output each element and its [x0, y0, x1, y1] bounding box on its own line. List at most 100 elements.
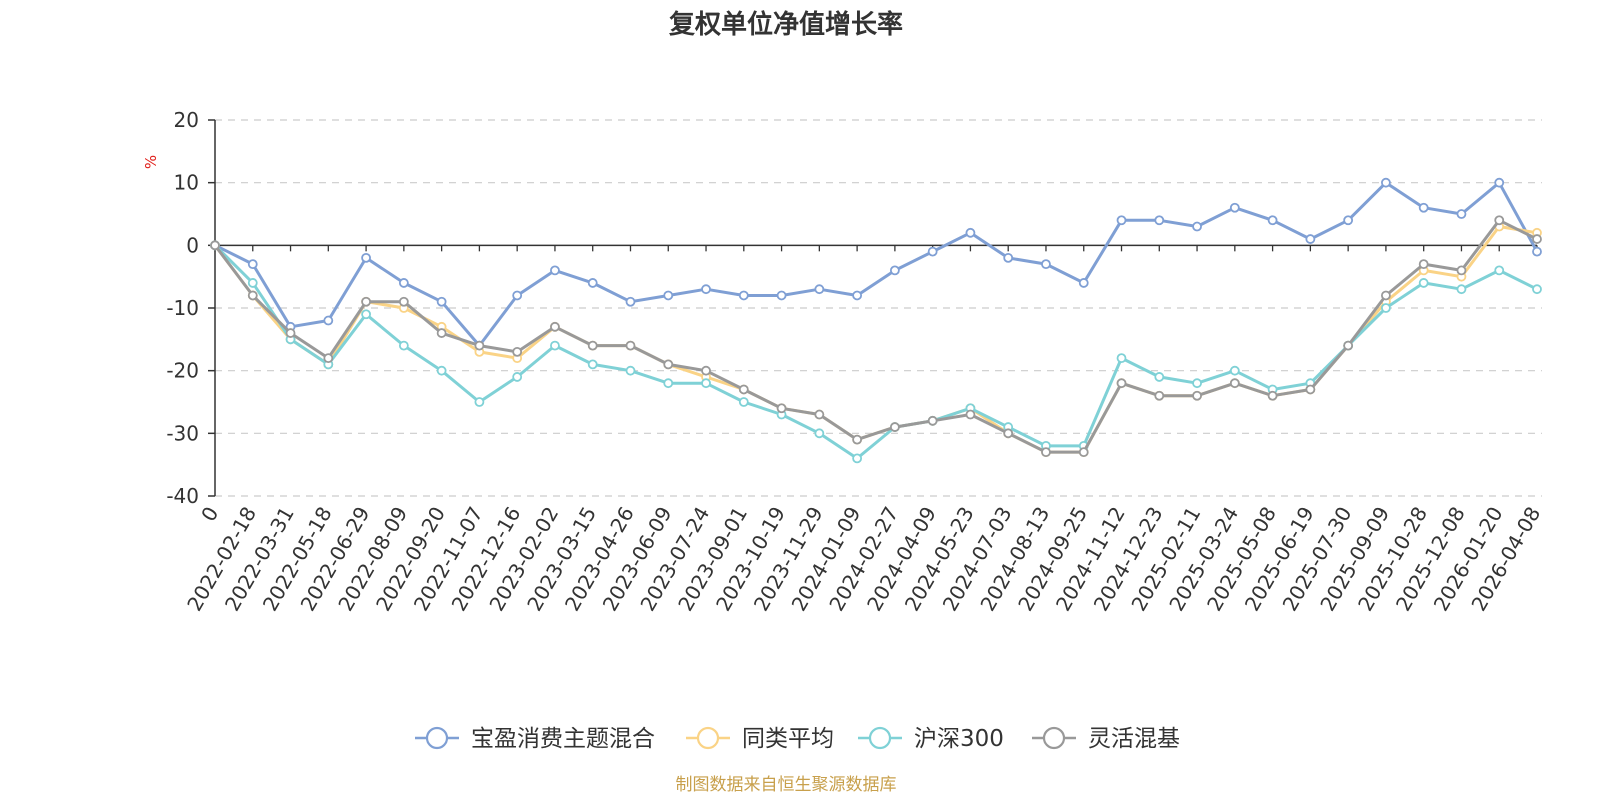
- y-tick-label: -10: [166, 296, 199, 320]
- data-point: [852, 434, 863, 445]
- data-point: [436, 296, 447, 307]
- series-3: [210, 215, 1542, 458]
- legend-label: 宝盈消费主题混合: [471, 726, 655, 752]
- data-point: [1418, 259, 1429, 270]
- data-point: [927, 415, 938, 426]
- data-point: [1418, 202, 1429, 213]
- data-point: [1003, 252, 1014, 263]
- data-point: [1078, 447, 1089, 458]
- data-point: [625, 296, 636, 307]
- data-point: [1456, 265, 1467, 276]
- data-point: [1041, 259, 1051, 270]
- y-tick-label: -30: [166, 421, 199, 445]
- data-point: [512, 346, 523, 357]
- legend-item-2[interactable]: 沪深300: [858, 726, 1004, 752]
- data-point: [361, 252, 371, 263]
- data-point: [1003, 428, 1014, 439]
- y-tick-label: -20: [166, 359, 199, 383]
- data-point: [247, 278, 258, 288]
- series-line: [213, 218, 1538, 454]
- legend[interactable]: 宝盈消费主题混合 同类平均 沪深300 灵活混基: [415, 726, 1180, 752]
- data-point: [512, 372, 523, 382]
- series-group: [210, 177, 1542, 464]
- y-axis-unit: %: [142, 155, 160, 169]
- data-point: [1154, 372, 1165, 382]
- data-point: [852, 290, 863, 301]
- legend-marker-icon: [425, 726, 449, 750]
- data-point: [889, 265, 900, 276]
- data-point: [361, 296, 371, 307]
- y-axis: 20 10 0 -10 -20 -30 -40: [166, 108, 216, 508]
- series-1: [210, 221, 1542, 458]
- data-point: [474, 340, 485, 351]
- data-point: [625, 340, 636, 351]
- data-point: [1532, 234, 1542, 244]
- data-point: [550, 265, 560, 276]
- legend-marker-icon: [1042, 726, 1066, 750]
- data-point: [474, 397, 485, 407]
- chart-title: 复权单位净值增长率: [669, 9, 903, 40]
- data-point: [512, 290, 523, 301]
- legend-marker-icon: [868, 726, 892, 750]
- legend-marker-icon: [696, 726, 720, 750]
- data-point: [1532, 284, 1542, 295]
- data-point: [738, 384, 749, 395]
- data-point: [587, 340, 598, 351]
- data-point: [1116, 353, 1127, 364]
- data-point: [1494, 177, 1505, 188]
- data-point: [1418, 278, 1429, 288]
- data-point: [663, 359, 674, 370]
- x-tick-label: 0: [196, 503, 223, 526]
- data-point: [247, 290, 258, 301]
- data-point: [1229, 378, 1240, 389]
- data-point: [587, 278, 598, 288]
- data-point: [247, 259, 258, 270]
- data-point: [663, 290, 674, 301]
- data-point: [1192, 221, 1202, 232]
- data-point: [1154, 390, 1165, 401]
- data-point: [1267, 215, 1278, 226]
- y-tick-label: 0: [186, 233, 199, 257]
- data-point: [965, 409, 976, 420]
- data-point: [1532, 246, 1542, 257]
- data-point: [738, 397, 749, 407]
- data-point: [965, 227, 976, 238]
- data-point: [398, 278, 409, 288]
- data-point: [1041, 447, 1051, 458]
- legend-item-1[interactable]: 同类平均: [686, 726, 834, 752]
- data-point: [398, 296, 409, 307]
- data-point: [1154, 215, 1165, 226]
- data-point: [1305, 234, 1316, 244]
- data-point: [814, 409, 825, 420]
- data-point: [1456, 284, 1467, 295]
- legend-item-3[interactable]: 灵活混基: [1032, 726, 1180, 752]
- data-point: [1343, 215, 1354, 226]
- data-point: [663, 378, 674, 389]
- legend-item-0[interactable]: 宝盈消费主题混合: [415, 726, 655, 752]
- data-source-note: 制图数据来自恒生聚源数据库: [676, 775, 897, 795]
- data-point: [814, 428, 825, 439]
- data-point: [1343, 340, 1354, 351]
- data-point: [701, 284, 711, 295]
- data-point: [889, 422, 900, 432]
- data-point: [323, 315, 334, 326]
- data-point: [1381, 290, 1391, 301]
- data-point: [776, 290, 787, 301]
- y-tick-label: -40: [166, 484, 199, 508]
- legend-label: 同类平均: [742, 726, 834, 752]
- data-point: [701, 378, 711, 389]
- data-point: [323, 353, 334, 364]
- data-point: [1305, 384, 1316, 395]
- data-point: [1267, 390, 1278, 401]
- data-point: [1192, 390, 1202, 401]
- data-point: [701, 365, 711, 376]
- data-point: [285, 328, 296, 338]
- data-point: [625, 365, 636, 376]
- data-point: [587, 359, 598, 370]
- data-point: [210, 240, 220, 251]
- data-point: [1078, 278, 1089, 288]
- data-point: [852, 453, 863, 464]
- legend-label: 灵活混基: [1088, 726, 1180, 752]
- data-point: [1229, 202, 1240, 213]
